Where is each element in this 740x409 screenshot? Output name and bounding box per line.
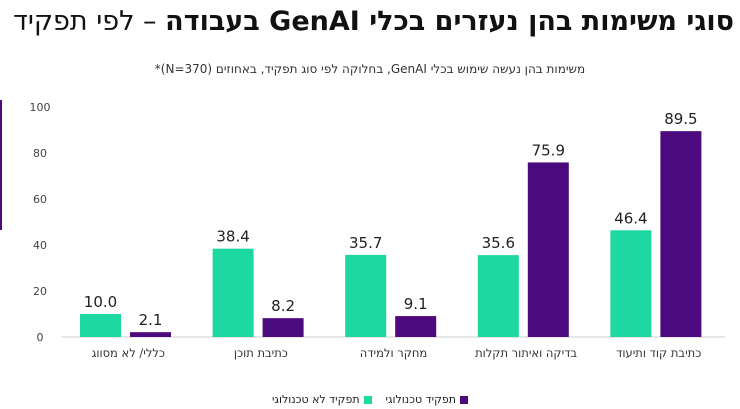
page-title: סוגי משימות בהן נעזרים בכלי GenAI בעבודה…	[13, 6, 734, 37]
x-tick-label: כתיבת תוכן	[234, 346, 288, 360]
data-label: 75.9	[532, 141, 565, 159]
bar	[610, 230, 652, 337]
data-label: 89.5	[664, 110, 697, 128]
y-tick-label: 80	[33, 147, 47, 160]
y-tick-label: 40	[33, 239, 47, 252]
x-tick-label: מחקר ולמידה	[360, 346, 427, 360]
bar	[212, 248, 254, 337]
y-tick-label: 60	[33, 193, 47, 206]
bar	[130, 332, 171, 337]
data-label: 10.0	[84, 293, 117, 311]
data-label: 46.4	[614, 209, 647, 227]
data-label: 8.2	[271, 297, 295, 315]
data-label: 35.7	[349, 234, 382, 252]
chart-subtitle: משימות בהן נעשה שימוש בכלי GenAI, בחלוקה…	[154, 62, 586, 76]
legend-item-nontech: תפקיד לא טכנולוגי	[272, 393, 372, 406]
y-tick-label: 100	[30, 101, 51, 114]
bar	[477, 255, 519, 337]
x-tick-label: כתיבת קוד ותיעוד	[616, 346, 701, 360]
y-tick-label: 20	[33, 285, 47, 298]
bar	[527, 162, 569, 337]
bar	[80, 314, 121, 337]
x-tick-label: בדיקה ואיתור תקלות	[475, 346, 577, 360]
bar	[395, 316, 437, 337]
legend-item-tech: תפקיד טכנולוגי	[386, 393, 469, 406]
bar	[262, 318, 304, 337]
legend: תפקיד טכנולוגי תפקיד לא טכנולוגי	[0, 393, 740, 406]
data-label: 38.4	[216, 228, 249, 246]
data-label: 2.1	[139, 311, 163, 329]
legend-swatch	[460, 396, 469, 404]
data-label: 35.6	[482, 234, 515, 252]
data-label: 9.1	[404, 295, 428, 313]
x-tick-label: כללי/ לא מסווג	[92, 346, 165, 360]
bar	[660, 131, 702, 337]
y-tick-label: 0	[37, 331, 44, 344]
left-edge-decoration	[0, 100, 2, 230]
legend-swatch	[363, 396, 372, 404]
bar	[345, 254, 387, 337]
